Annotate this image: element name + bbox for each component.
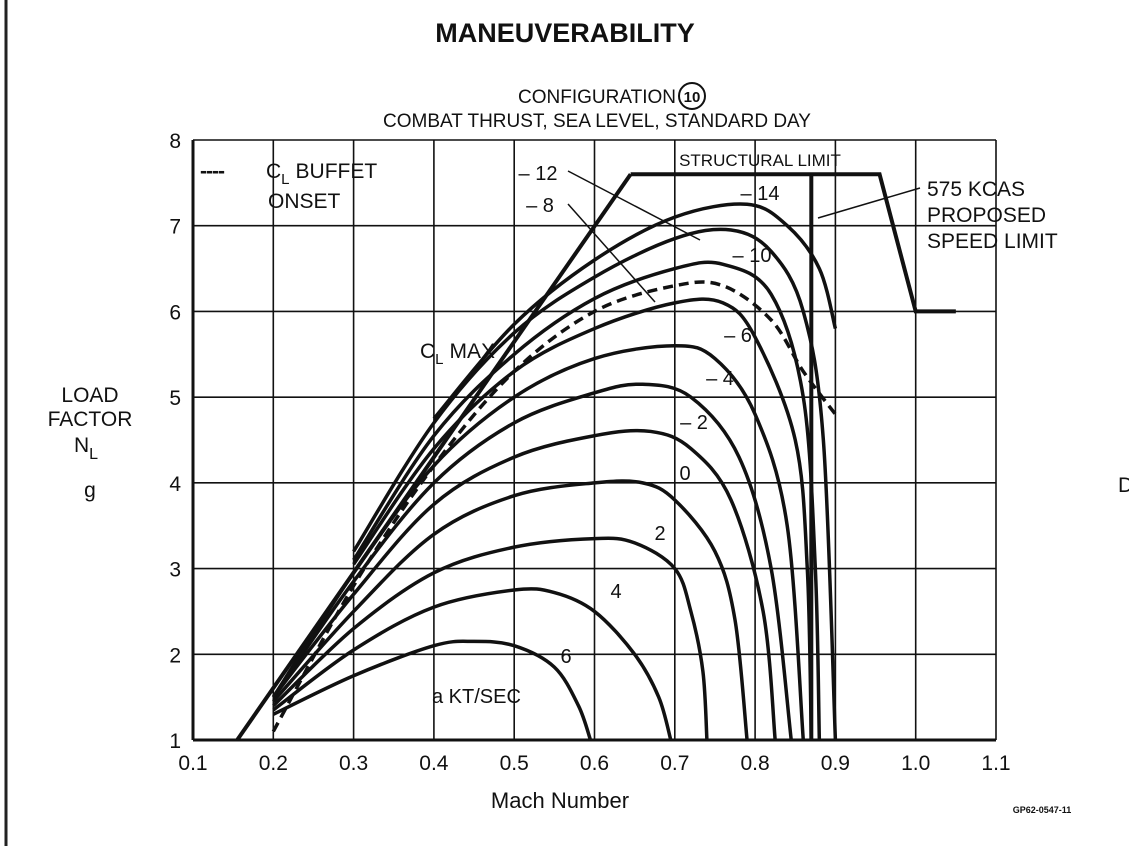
legend-dash: ---- <box>200 160 225 183</box>
grid <box>191 139 997 742</box>
y-tick-label: 5 <box>169 387 181 410</box>
x-tick-label: 0.2 <box>259 752 288 775</box>
x-tick-label: 0.1 <box>178 752 207 775</box>
x-tick-label: 0.8 <box>740 752 769 775</box>
speed-limit-arrow <box>817 187 921 219</box>
cl-max-label: CL MAX <box>420 340 495 368</box>
curve-a--10 <box>352 260 822 741</box>
figure-id: GP62-0547-11 <box>1013 805 1072 815</box>
leader-line-a--8 <box>567 203 656 303</box>
y-tick-label: 3 <box>169 559 181 582</box>
x-tick-label: 1.1 <box>981 752 1010 775</box>
y-tick-label: 7 <box>169 216 181 239</box>
x-tick-label: 0.6 <box>580 752 609 775</box>
speed-limit-label: 575 KCAS PROPOSED SPEED LIMIT <box>927 178 1058 253</box>
curve-a-0 <box>271 479 749 741</box>
config-subtitle: CONFIGURATION 10 <box>518 82 706 110</box>
x-tick-label: 1.0 <box>901 752 930 775</box>
edge-text: D <box>1118 474 1129 497</box>
curve-label-a-0: 0 <box>679 463 690 485</box>
curve-label-a--4: – 4 <box>706 368 734 390</box>
cl-max-line <box>235 173 633 742</box>
ylabel-line2: FACTOR <box>48 408 133 431</box>
speed-limit-line3: SPEED LIMIT <box>927 230 1058 253</box>
config-number-circle <box>678 82 706 110</box>
speed-limit-line1: 575 KCAS <box>927 178 1025 201</box>
buffet-onset-curve <box>271 280 837 733</box>
curve-label-a-2: 2 <box>654 523 665 545</box>
chart-title: MANEUVERABILITY <box>435 18 695 48</box>
curve-label-a--8: – 8 <box>526 195 554 217</box>
chart-subtitle: COMBAT THRUST, SEA LEVEL, STANDARD DAY <box>383 111 811 132</box>
x-tick-label: 0.9 <box>821 752 850 775</box>
curve-a--2 <box>271 428 777 741</box>
y-tick-label: 8 <box>169 130 181 153</box>
leader-line-a--12 <box>567 170 701 241</box>
legend: ---- CL BUFFET ONSET <box>200 160 377 213</box>
structural-limit-line <box>630 172 956 314</box>
curve-label-a--12: – 12 <box>519 163 558 185</box>
curve-label-a--2: – 2 <box>680 412 708 434</box>
curve-a--4 <box>271 382 793 741</box>
curve-label-a--6: – 6 <box>724 325 752 347</box>
curve-label-a--14: – 14 <box>741 183 780 205</box>
x-tick-label: 0.5 <box>500 752 529 775</box>
speed-limit-line2: PROPOSED <box>927 204 1046 227</box>
x-tick-label: 0.4 <box>419 752 449 775</box>
y-axis-label: LOAD FACTOR NL g <box>48 384 133 502</box>
y-tick-label: 2 <box>169 644 181 667</box>
y-tick-label: 6 <box>169 301 181 324</box>
curve-a-6 <box>272 639 593 741</box>
config-number: 10 <box>684 89 701 106</box>
config-label: CONFIGURATION <box>518 87 676 108</box>
ylabel-line4: g <box>84 479 96 502</box>
x-tick-label: 0.3 <box>339 752 368 775</box>
y-tick-label: 1 <box>169 730 181 753</box>
curve-a--12 <box>352 227 838 741</box>
x-axis-label: Mach Number <box>491 788 629 813</box>
legend-label: CL BUFFET <box>266 160 377 188</box>
ylabel-line3: NL <box>74 434 98 463</box>
curve-a-4 <box>272 587 673 741</box>
curve-labels: 6 4 2 0 – 2 – 4 – 6 – 8 – 10 – 12 – 14 <box>519 163 780 668</box>
ylabel-line1: LOAD <box>61 384 118 407</box>
legend-label-line2: ONSET <box>268 190 341 213</box>
curve-a-2 <box>272 536 709 741</box>
curve-label-a--10: – 10 <box>733 245 772 267</box>
curve-label-a-4: 4 <box>610 581 621 603</box>
y-tick-label: 4 <box>169 473 181 496</box>
curves <box>235 170 956 742</box>
axis-ticks: 0.1 0.2 0.3 0.4 0.5 0.6 0.7 0.8 0.9 1.0 1.1 1 2 3 4 5 6 7… <box>169 130 1010 775</box>
x-tick-label: 0.7 <box>660 752 689 775</box>
curve-family-label: a KT/SEC <box>432 686 521 708</box>
structural-limit-label: STRUCTURAL LIMIT <box>679 151 841 170</box>
curve-label-a-6: 6 <box>560 646 571 668</box>
